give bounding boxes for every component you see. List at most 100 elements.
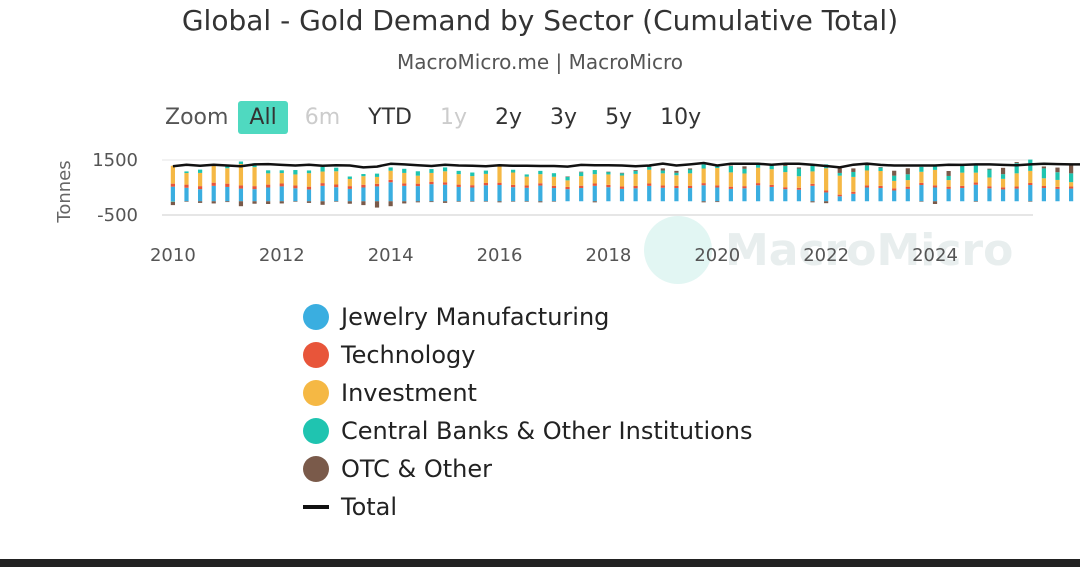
bar-jewelry-manufacturing-40	[715, 187, 720, 202]
bar-technology-44	[769, 184, 774, 187]
bar-jewelry-manufacturing-52	[878, 188, 883, 202]
bar-investment-50	[851, 176, 856, 192]
bar-jewelry-manufacturing-11	[320, 185, 325, 202]
bar-jewelry-manufacturing-50	[851, 193, 856, 202]
bar-otc-other-27	[538, 201, 543, 203]
bar-technology-23	[483, 182, 489, 186]
bar-jewelry-manufacturing-32	[606, 187, 611, 202]
bar-central-banks-other-institutions-55	[919, 166, 924, 172]
zoom-2y-button[interactable]: 2y	[495, 104, 523, 130]
bar-central-banks-other-institutions-43	[755, 163, 761, 168]
bar-otc-other-50	[851, 168, 856, 172]
bar-central-banks-other-institutions-28	[551, 173, 557, 177]
legend-item-investment[interactable]: Investment	[303, 374, 753, 412]
bar-otc-other-49	[837, 168, 842, 173]
bar-central-banks-other-institutions-27	[538, 170, 543, 175]
bar-technology-52	[878, 185, 883, 189]
bar-technology-66	[1069, 186, 1074, 189]
bar-technology-12	[334, 184, 339, 188]
bar-central-banks-other-institutions-9	[293, 170, 298, 175]
bar-jewelry-manufacturing-31	[592, 185, 597, 202]
bar-jewelry-manufacturing-27	[538, 185, 543, 202]
bar-otc-other-46	[796, 167, 802, 169]
bar-jewelry-manufacturing-16	[388, 182, 393, 202]
bar-jewelry-manufacturing-38	[687, 188, 693, 202]
bar-investment-20	[442, 171, 448, 183]
bar-central-banks-other-institutions-21	[456, 170, 461, 175]
zoom-5y-button[interactable]: 5y	[605, 104, 633, 130]
bar-technology-59	[973, 182, 978, 185]
bar-jewelry-manufacturing-43	[755, 185, 761, 202]
bar-central-banks-other-institutions-45	[783, 166, 788, 173]
bar-technology-29	[565, 186, 570, 190]
bar-jewelry-manufacturing-37	[674, 188, 679, 202]
legend-item-jewelry[interactable]: Jewelry Manufacturing	[303, 298, 753, 336]
legend-item-otc[interactable]: OTC & Other	[303, 450, 753, 488]
bar-technology-45	[783, 187, 788, 190]
bar-jewelry-manufacturing-47	[810, 185, 815, 202]
bar-jewelry-manufacturing-55	[919, 185, 924, 202]
zoom-1y-button[interactable]: 1y	[439, 104, 467, 130]
bar-otc-other-5	[238, 201, 244, 207]
bar-investment-59	[973, 172, 978, 183]
bar-investment-43	[755, 167, 761, 184]
bar-otc-other-47	[810, 201, 815, 203]
bar-central-banks-other-institutions-10	[306, 170, 312, 174]
bar-technology-36	[660, 185, 665, 188]
bar-otc-other-28	[551, 201, 557, 202]
bar-otc-other-16	[388, 201, 393, 207]
bar-otc-other-30	[579, 171, 584, 173]
bar-otc-other-29	[565, 176, 570, 177]
zoom-3y-button[interactable]: 3y	[550, 104, 578, 130]
bar-technology-50	[851, 191, 856, 194]
bar-technology-32	[606, 184, 611, 188]
bar-technology-28	[551, 185, 557, 189]
bar-central-banks-other-institutions-47	[810, 165, 815, 172]
bar-technology-48	[824, 190, 829, 193]
bar-investment-35	[647, 169, 652, 184]
bar-central-banks-other-institutions-31	[592, 170, 597, 175]
bar-otc-other-65	[1055, 167, 1060, 173]
bar-central-banks-other-institutions-62	[1014, 163, 1019, 174]
bar-technology-40	[715, 185, 720, 188]
bar-otc-other-22	[470, 201, 475, 202]
bar-technology-6	[252, 186, 257, 190]
bar-technology-49	[837, 194, 842, 197]
zoom-all-button[interactable]: All	[238, 100, 288, 134]
bar-technology-30	[579, 185, 584, 189]
bar-technology-53	[892, 188, 897, 191]
zoom-6m-button[interactable]: 6m	[304, 104, 341, 130]
legend-item-technology[interactable]: Technology	[303, 336, 753, 374]
bar-otc-other-55	[919, 201, 924, 202]
bar-jewelry-manufacturing-49	[837, 196, 842, 202]
x-tick-label-1: 2012	[259, 245, 305, 266]
legend-item-total[interactable]: Total	[303, 488, 753, 526]
bar-jewelry-manufacturing-64	[1041, 188, 1046, 202]
bar-technology-34	[633, 185, 638, 189]
bar-central-banks-other-institutions-1	[184, 171, 189, 174]
bar-investment-55	[919, 171, 924, 183]
y-tick-label-1: -500	[97, 205, 138, 226]
bar-central-banks-other-institutions-8	[279, 170, 284, 174]
bar-jewelry-manufacturing-21	[456, 186, 461, 202]
bar-jewelry-manufacturing-3	[211, 185, 216, 202]
bar-central-banks-other-institutions-5	[238, 161, 244, 164]
bar-otc-other-62	[1014, 162, 1019, 164]
zoom-10y-button[interactable]: 10y	[660, 104, 702, 130]
bar-investment-44	[769, 169, 774, 185]
bar-otc-other-24	[497, 201, 502, 203]
bar-investment-66	[1069, 182, 1074, 187]
bar-investment-63	[1028, 170, 1033, 183]
legend-item-central-banks[interactable]: Central Banks & Other Institutions	[303, 412, 753, 450]
bar-central-banks-other-institutions-46	[796, 168, 802, 177]
investment-swatch-icon	[303, 380, 329, 406]
zoom-ytd-button[interactable]: YTD	[368, 104, 412, 130]
legend-label-total: Total	[341, 493, 398, 521]
bar-central-banks-other-institutions-57	[946, 175, 951, 181]
bar-investment-6	[252, 167, 257, 187]
bar-jewelry-manufacturing-51	[864, 187, 870, 202]
bar-investment-14	[361, 176, 366, 185]
x-tick-label-4: 2018	[585, 245, 631, 266]
bar-technology-46	[796, 187, 802, 190]
bar-jewelry-manufacturing-14	[361, 187, 366, 202]
